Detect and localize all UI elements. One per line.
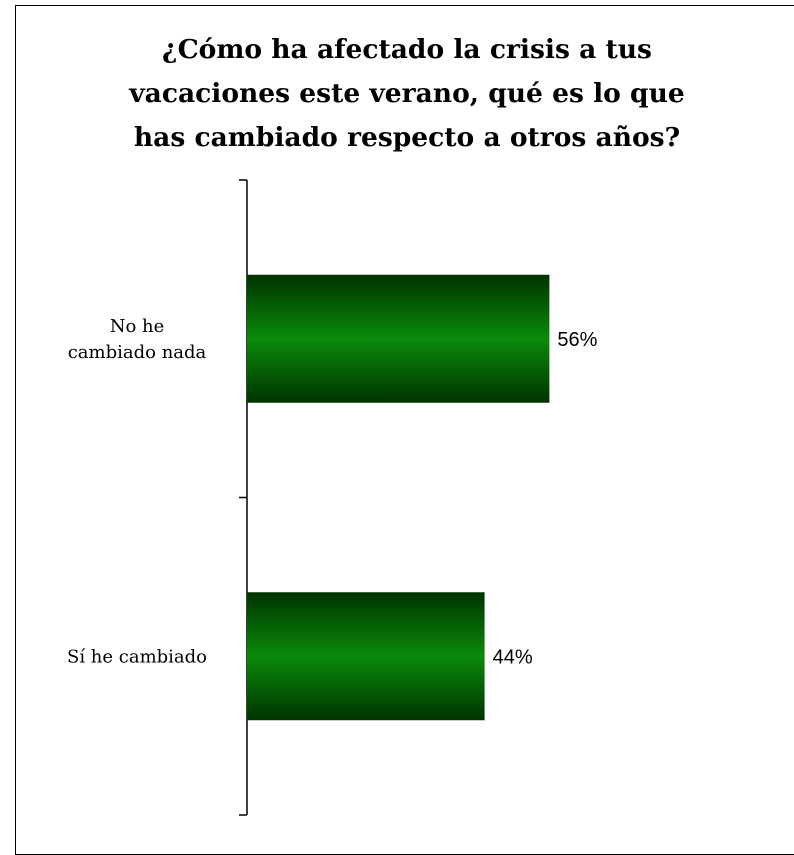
category-label-line: cambiado nada xyxy=(68,342,207,363)
category-label-line: Sí he cambiado xyxy=(67,646,207,667)
value-label-0: 56% xyxy=(557,329,597,351)
category-axis xyxy=(239,179,248,816)
chart-title: ¿Cómo ha afectado la crisis a tus vacaci… xyxy=(15,28,794,160)
bar-1 xyxy=(247,592,485,721)
bars xyxy=(247,274,550,721)
chart-title-line-1: ¿Cómo ha afectado la crisis a tus xyxy=(162,34,652,65)
chart-title-line-3: has cambiado respecto a otros años? xyxy=(133,122,681,153)
bar-0 xyxy=(247,274,550,403)
category-label-line: No he xyxy=(110,316,165,337)
category-label-1: Sí he cambiado xyxy=(67,646,207,667)
labels: 56% No he cambiado nada 44% Sí he cambiado xyxy=(67,316,598,669)
value-label-1: 44% xyxy=(493,646,533,668)
chart-title-line-2: vacaciones este verano, qué es lo que xyxy=(129,78,685,109)
category-label-0: No he cambiado nada xyxy=(68,316,207,363)
